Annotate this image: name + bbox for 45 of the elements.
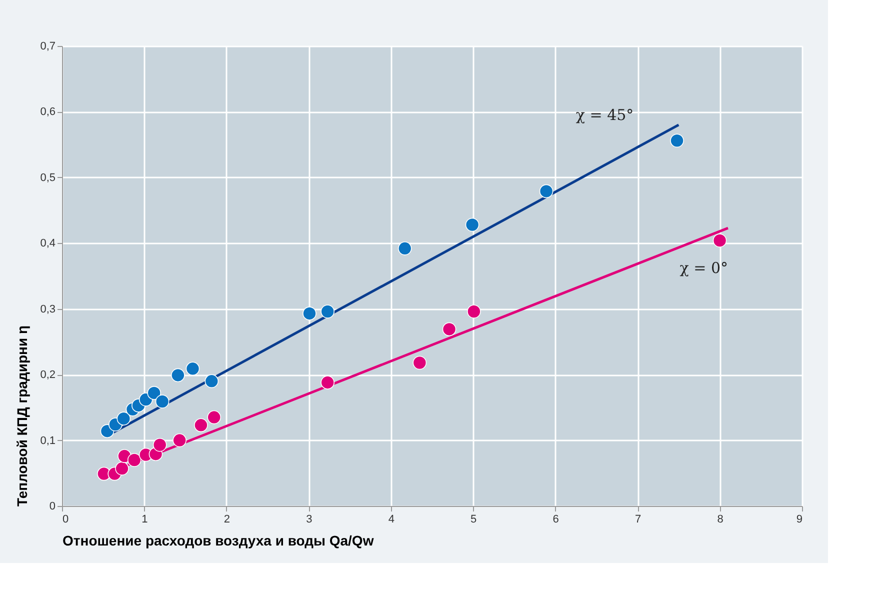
point — [155, 394, 170, 408]
x-tick-label: 0 — [62, 514, 69, 526]
point — [204, 374, 219, 388]
point — [442, 322, 456, 336]
point — [152, 438, 167, 452]
point — [467, 304, 481, 318]
x-tick-label: 7 — [634, 514, 642, 526]
y-tick-label: 0,2 — [40, 369, 56, 382]
x-tick-label: 1 — [142, 514, 148, 526]
x-tick-label: 4 — [388, 514, 394, 526]
y-axis-title: Тепловой КПД градирни η — [14, 325, 30, 506]
point — [172, 433, 186, 448]
point — [194, 418, 208, 432]
y-tick-label: 0,5 — [40, 172, 56, 184]
x-tick-label: 5 — [470, 514, 477, 526]
point — [115, 462, 129, 476]
point — [147, 386, 162, 400]
y-tick-label: 0,3 — [40, 303, 56, 316]
series-label: χ = 0° — [680, 259, 728, 278]
y-tick-label: 0,4 — [40, 238, 56, 250]
point — [465, 218, 480, 232]
point — [207, 410, 222, 424]
x-tick-label: 8 — [717, 514, 724, 526]
y-tick-label: 0 — [49, 500, 56, 512]
point — [712, 234, 727, 248]
x-tick-label: 3 — [306, 514, 312, 526]
point — [186, 362, 200, 376]
y-tick-label: 0,6 — [40, 106, 56, 118]
point — [398, 241, 412, 256]
x-tick-label: 6 — [552, 514, 559, 526]
point — [171, 368, 185, 382]
point — [302, 306, 316, 320]
point — [127, 453, 142, 467]
series-label: χ = 45° — [576, 106, 634, 124]
point — [320, 376, 334, 390]
x-axis-title: Отношение расходов воздуха и воды Qa/Qw — [62, 532, 374, 548]
point — [320, 304, 334, 318]
point — [412, 356, 427, 370]
y-tick-label: 0,7 — [40, 40, 56, 52]
x-tick-label: 9 — [796, 514, 802, 526]
y-tick-label: 0,1 — [40, 434, 56, 447]
point — [539, 184, 554, 198]
point — [670, 134, 684, 148]
x-tick-label: 2 — [224, 514, 230, 526]
point — [116, 412, 131, 426]
